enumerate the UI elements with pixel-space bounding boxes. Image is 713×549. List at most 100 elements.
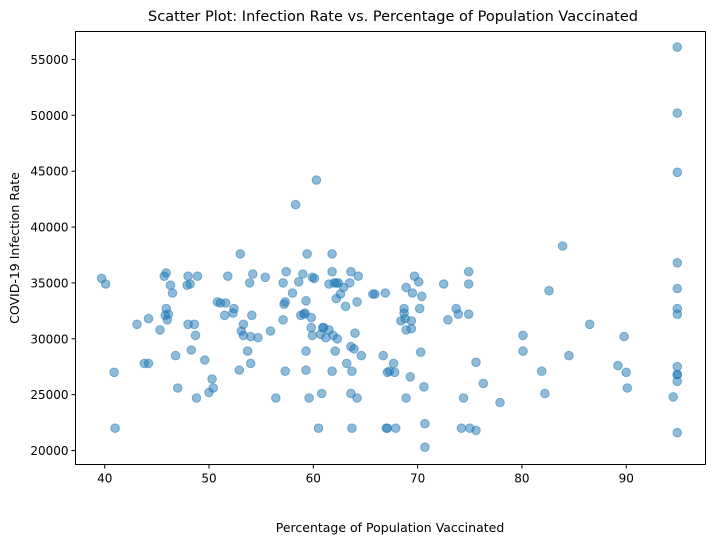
data-point: [388, 358, 399, 369]
data-point: [419, 382, 429, 392]
data-point: [401, 393, 411, 403]
x-tick-label: 70: [410, 472, 425, 486]
data-point: [307, 330, 318, 341]
data-point: [298, 269, 308, 279]
data-point: [327, 266, 337, 277]
data-point: [495, 397, 505, 408]
data-point: [200, 355, 210, 365]
data-point: [518, 346, 528, 356]
data-point: [186, 345, 197, 355]
x-tick-label: 50: [201, 472, 216, 486]
data-point: [540, 388, 550, 399]
data-point: [301, 296, 311, 306]
data-point: [208, 383, 218, 393]
data-point: [244, 278, 255, 288]
x-tick-label: 40: [97, 472, 112, 486]
data-point: [345, 278, 355, 288]
data-point: [242, 346, 253, 356]
data-point: [207, 374, 217, 384]
data-point: [349, 344, 359, 354]
data-point: [456, 423, 467, 434]
data-point: [281, 266, 292, 277]
data-point: [100, 279, 111, 289]
data-point: [280, 297, 291, 307]
y-axis-label: COVID-19 Infection Rate: [7, 172, 22, 324]
data-point: [304, 393, 314, 403]
data-point: [290, 199, 301, 210]
data-point: [110, 423, 120, 434]
data-point: [672, 427, 683, 438]
y-tick-label: 50000: [30, 109, 68, 123]
data-point: [406, 323, 417, 334]
data-point: [172, 383, 183, 393]
data-point: [672, 369, 683, 380]
data-point: [458, 393, 469, 403]
data-point: [347, 366, 357, 377]
data-point: [190, 330, 201, 341]
data-point: [253, 332, 263, 343]
data-point: [438, 279, 449, 289]
data-point: [219, 310, 230, 321]
data-point: [621, 367, 632, 378]
data-point: [302, 249, 312, 259]
data-point: [619, 331, 629, 342]
data-point: [564, 350, 574, 361]
data-point: [330, 346, 341, 356]
data-point: [672, 283, 683, 294]
data-point: [672, 42, 683, 52]
data-point: [356, 350, 367, 361]
x-tick-label: 60: [306, 472, 321, 486]
data-point: [340, 301, 351, 312]
data-point: [352, 297, 362, 307]
data-point: [313, 423, 324, 434]
data-point: [414, 303, 425, 314]
data-point: [584, 319, 595, 330]
data-point: [370, 289, 380, 299]
data-point: [407, 288, 418, 298]
data-point: [536, 366, 547, 377]
data-point: [346, 266, 356, 277]
y-axis-ticks: 20000 25000 30000 35000 40000 45000 50000 55000: [30, 53, 76, 458]
data-point: [155, 325, 165, 335]
data-point: [191, 393, 202, 403]
data-point: [316, 388, 327, 399]
data-point: [265, 326, 276, 336]
data-point: [143, 358, 154, 369]
data-point: [332, 334, 343, 344]
data-point: [301, 365, 311, 375]
data-point: [471, 357, 481, 368]
data-point: [306, 312, 317, 323]
data-point: [378, 350, 389, 361]
data-point: [247, 310, 257, 321]
data-point: [453, 309, 464, 320]
data-point: [471, 425, 481, 436]
plot-frame: [75, 31, 706, 465]
data-point: [223, 271, 233, 282]
y-tick-label: 35000: [30, 276, 68, 290]
data-point: [352, 393, 362, 403]
data-point: [672, 309, 683, 320]
y-tick-label: 40000: [30, 221, 68, 235]
data-point: [672, 258, 683, 268]
data-point: [417, 291, 427, 302]
data-point: [350, 328, 360, 339]
data-point: [229, 303, 239, 314]
data-point: [557, 241, 568, 251]
data-point: [189, 319, 200, 330]
data-point: [399, 303, 409, 314]
data-point: [405, 372, 416, 382]
data-point: [165, 280, 176, 291]
data-point: [238, 319, 249, 330]
data-point: [167, 288, 178, 298]
points-layer: [96, 42, 683, 453]
data-point: [613, 360, 623, 371]
data-point: [109, 367, 119, 378]
data-point: [401, 282, 411, 293]
x-tick-label: 80: [514, 472, 529, 486]
data-point: [234, 365, 245, 375]
data-point: [185, 279, 195, 289]
data-point: [672, 108, 683, 118]
y-tick-label: 25000: [30, 388, 68, 402]
data-point: [518, 330, 528, 341]
data-point: [248, 269, 258, 279]
